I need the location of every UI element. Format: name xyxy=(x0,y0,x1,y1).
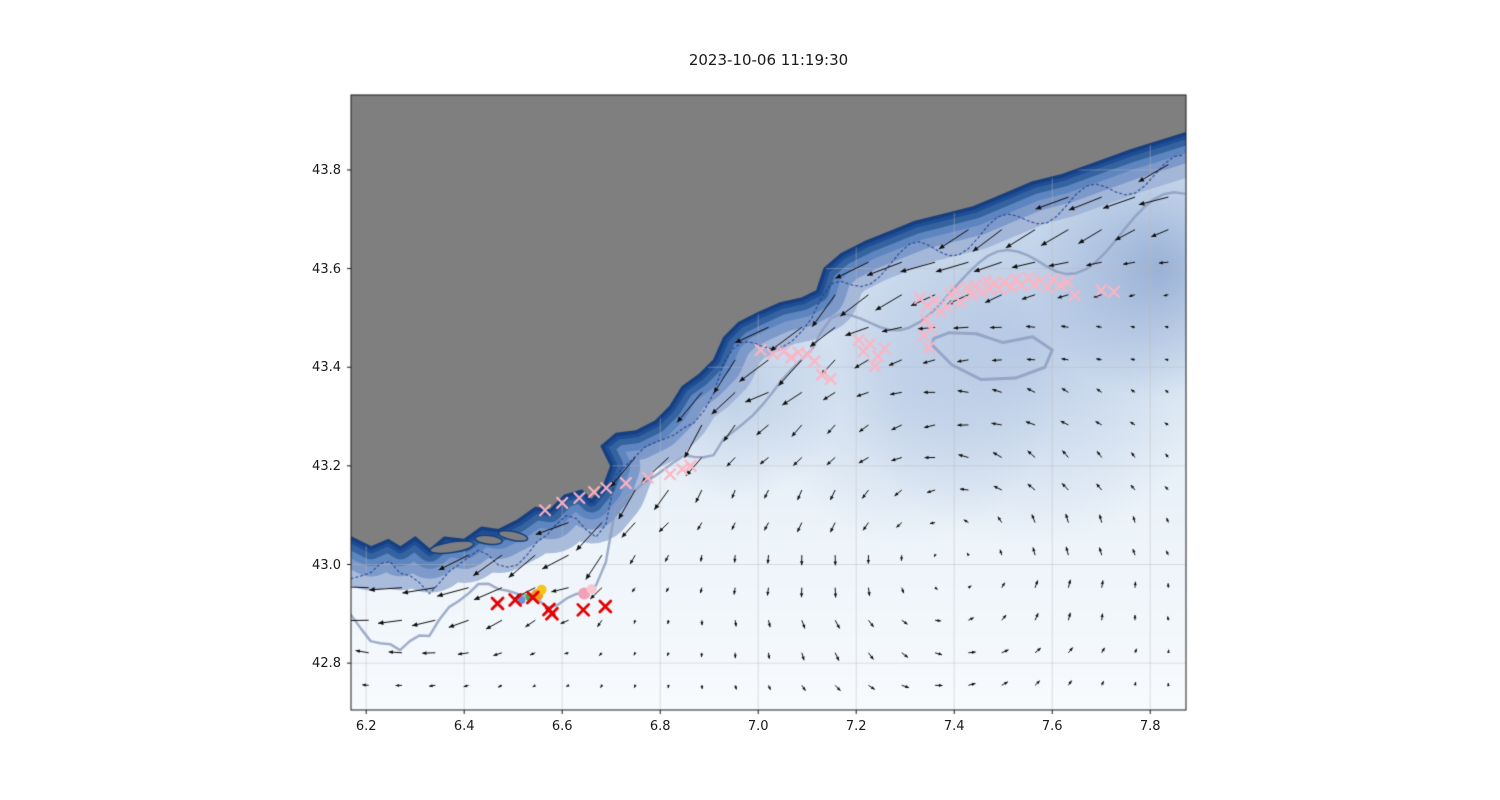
x-tick-label: 6.6 xyxy=(551,719,573,734)
y-tick-label: 42.8 xyxy=(312,656,341,672)
y-tick-label: 43.0 xyxy=(312,557,341,573)
x-tick-label: 7.2 xyxy=(845,719,867,734)
x-tick-label: 6.2 xyxy=(355,719,377,734)
x-tick-label: 7.0 xyxy=(747,719,769,734)
y-tick-label: 43.4 xyxy=(312,360,341,376)
y-tick-label: 43.6 xyxy=(312,261,341,277)
y-tick-label: 43.8 xyxy=(312,162,341,178)
y-tick-label: 43.2 xyxy=(312,458,341,474)
x-tick-label: 6.4 xyxy=(453,719,475,734)
x-tick-label: 7.6 xyxy=(1041,719,1063,734)
x-tick-label: 6.8 xyxy=(649,719,671,734)
figure-title: 2023-10-06 11:19:30 xyxy=(688,51,849,69)
x-tick-label: 7.4 xyxy=(943,719,965,734)
x-tick-label: 7.8 xyxy=(1139,719,1161,734)
